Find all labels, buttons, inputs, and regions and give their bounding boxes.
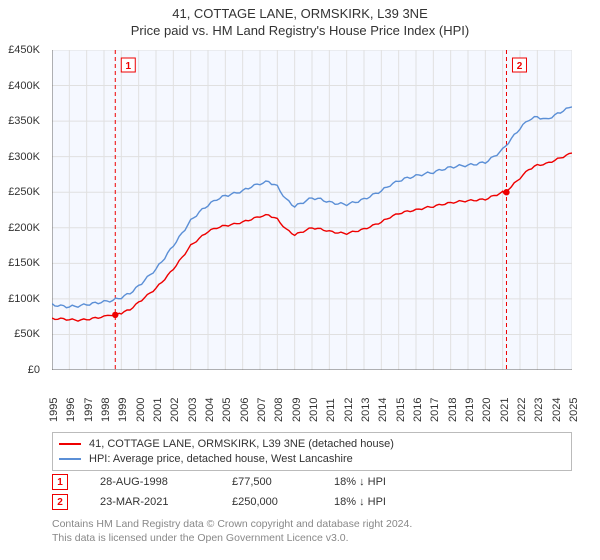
legend-item-hpi: HPI: Average price, detached house, West…: [59, 451, 565, 466]
marker-price: £77,500: [232, 476, 312, 488]
marker-badge: 2: [52, 494, 68, 510]
chart-subtitle: Price paid vs. HM Land Registry's House …: [0, 21, 600, 42]
line-chart: 12: [52, 50, 572, 370]
legend-label: HPI: Average price, detached house, West…: [89, 453, 353, 465]
marker-pct-vs-hpi: 18% ↓ HPI: [334, 476, 454, 488]
x-tick-label: 2024: [551, 398, 563, 422]
y-tick-label: £200K: [0, 222, 40, 234]
x-tick-label: 2018: [447, 398, 459, 422]
y-tick-label: £450K: [0, 44, 40, 56]
x-tick-label: 2017: [429, 398, 441, 422]
x-tick-label: 2004: [204, 398, 216, 422]
footer-line: This data is licensed under the Open Gov…: [52, 532, 572, 546]
x-tick-label: 2022: [516, 398, 528, 422]
marker-date: 28-AUG-1998: [100, 476, 210, 488]
x-tick-label: 2019: [464, 398, 476, 422]
sale-markers-table: 1 28-AUG-1998 £77,500 18% ↓ HPI 2 23-MAR…: [52, 472, 572, 512]
y-axis: £0£50K£100K£150K£200K£250K£300K£350K£400…: [0, 50, 48, 370]
svg-text:1: 1: [125, 61, 131, 72]
x-tick-label: 2013: [360, 398, 372, 422]
y-tick-label: £0: [0, 364, 40, 376]
x-tick-label: 2020: [481, 398, 493, 422]
x-tick-label: 2006: [239, 398, 251, 422]
svg-text:2: 2: [517, 61, 523, 72]
x-tick-label: 2003: [187, 398, 199, 422]
chart-title: 41, COTTAGE LANE, ORMSKIRK, L39 3NE: [0, 0, 600, 21]
sale-marker-row: 1 28-AUG-1998 £77,500 18% ↓ HPI: [52, 472, 572, 492]
marker-date: 23-MAR-2021: [100, 496, 210, 508]
x-tick-label: 2009: [291, 398, 303, 422]
y-tick-label: £400K: [0, 80, 40, 92]
x-tick-label: 2008: [273, 398, 285, 422]
x-tick-label: 2021: [499, 398, 511, 422]
y-tick-label: £300K: [0, 151, 40, 163]
x-tick-label: 2007: [256, 398, 268, 422]
x-tick-label: 2025: [568, 398, 580, 422]
x-axis: 1995199619971998199920002001200220032004…: [52, 380, 572, 430]
sale-marker-row: 2 23-MAR-2021 £250,000 18% ↓ HPI: [52, 492, 572, 512]
x-tick-label: 2012: [343, 398, 355, 422]
legend-item-price-paid: 41, COTTAGE LANE, ORMSKIRK, L39 3NE (det…: [59, 436, 565, 451]
x-tick-label: 2015: [395, 398, 407, 422]
legend-swatch: [59, 443, 81, 445]
x-tick-label: 2001: [152, 398, 164, 422]
y-tick-label: £50K: [0, 328, 40, 340]
x-tick-label: 2014: [377, 398, 389, 422]
legend-swatch: [59, 458, 81, 460]
x-tick-label: 1998: [100, 398, 112, 422]
legend: 41, COTTAGE LANE, ORMSKIRK, L39 3NE (det…: [52, 432, 572, 471]
legend-label: 41, COTTAGE LANE, ORMSKIRK, L39 3NE (det…: [89, 438, 394, 450]
x-tick-label: 2011: [325, 398, 337, 422]
marker-badge: 1: [52, 474, 68, 490]
y-tick-label: £150K: [0, 257, 40, 269]
y-tick-label: £100K: [0, 293, 40, 305]
x-tick-label: 2010: [308, 398, 320, 422]
x-tick-label: 2000: [135, 398, 147, 422]
x-tick-label: 2023: [533, 398, 545, 422]
x-tick-label: 1996: [65, 398, 77, 422]
x-tick-label: 2016: [412, 398, 424, 422]
marker-pct-vs-hpi: 18% ↓ HPI: [334, 496, 454, 508]
x-tick-label: 1999: [117, 398, 129, 422]
x-tick-label: 1997: [83, 398, 95, 422]
footer-line: Contains HM Land Registry data © Crown c…: [52, 518, 572, 532]
x-tick-label: 2002: [169, 398, 181, 422]
x-tick-label: 1995: [48, 398, 60, 422]
y-tick-label: £250K: [0, 186, 40, 198]
attribution-footer: Contains HM Land Registry data © Crown c…: [52, 518, 572, 545]
x-tick-label: 2005: [221, 398, 233, 422]
y-tick-label: £350K: [0, 115, 40, 127]
marker-price: £250,000: [232, 496, 312, 508]
